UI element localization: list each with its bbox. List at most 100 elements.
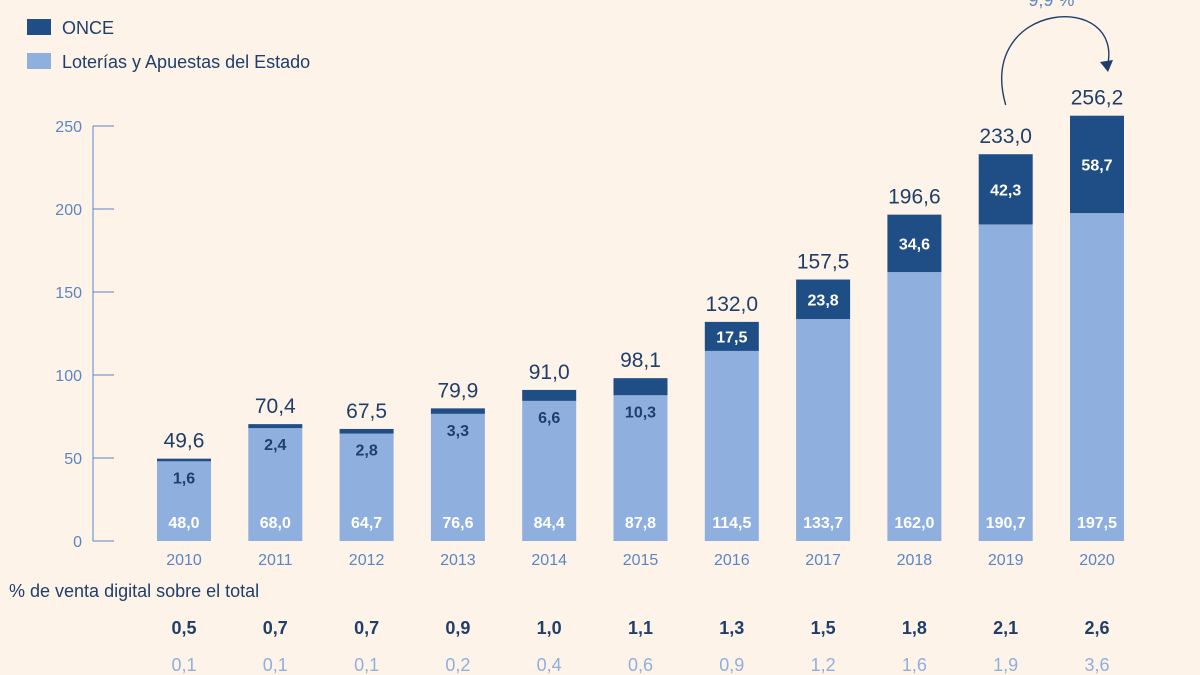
data-label-loterias: 87,8 bbox=[625, 515, 656, 532]
x-tick-label: 2020 bbox=[1079, 552, 1115, 569]
bar-loterias bbox=[430, 413, 485, 541]
data-label-once: 17,5 bbox=[716, 329, 747, 346]
bar-once bbox=[978, 154, 1033, 225]
digital-value-loterias: 0,6 bbox=[628, 655, 653, 675]
y-tick-label: 50 bbox=[64, 451, 82, 468]
x-axis-labels: 2010 2011 2012 2013 2014 2015 2016 2017 2018 2019… bbox=[166, 552, 1115, 569]
legend-label-once: ONCE bbox=[62, 18, 114, 38]
digital-value-once: 1,5 bbox=[811, 618, 836, 638]
data-label-loterias: 190,7 bbox=[986, 515, 1026, 532]
digital-value-once: 1,1 bbox=[628, 618, 653, 638]
y-tick-label: 0 bbox=[73, 534, 82, 551]
x-tick-label: 2016 bbox=[714, 552, 750, 569]
data-label-once: 58,7 bbox=[1081, 157, 1112, 174]
data-label-loterias: 64,7 bbox=[351, 515, 382, 532]
digital-value-loterias: 1,9 bbox=[993, 655, 1018, 675]
bars: 48,0 1,6 49,6 68,0 2,4 70,4 64,7 2,8 67,5 76,6 3,3… bbox=[157, 87, 1124, 542]
bar-loterias bbox=[522, 400, 577, 541]
bar-once bbox=[704, 321, 759, 351]
data-label-once: 2,4 bbox=[264, 437, 286, 454]
y-tick-label: 200 bbox=[55, 202, 82, 219]
growth-arrow-curve bbox=[1001, 16, 1110, 106]
x-tick-label: 2013 bbox=[440, 552, 476, 569]
data-label-once: 3,3 bbox=[447, 423, 469, 440]
total-label: 91,0 bbox=[529, 361, 570, 384]
total-label: 196,6 bbox=[888, 186, 941, 209]
y-tick-label: 250 bbox=[55, 119, 82, 136]
x-tick-label: 2012 bbox=[349, 552, 385, 569]
data-label-loterias: 162,0 bbox=[894, 515, 934, 532]
bar-once bbox=[339, 428, 394, 434]
x-tick-label: 2018 bbox=[897, 552, 933, 569]
digital-value-once: 1,8 bbox=[902, 618, 927, 638]
data-label-once: 1,6 bbox=[173, 470, 195, 487]
x-tick-label: 2015 bbox=[623, 552, 659, 569]
y-tick-label: 100 bbox=[55, 368, 82, 385]
bar-once bbox=[522, 389, 577, 401]
legend: ONCE Loterías y Apuestas del Estado bbox=[27, 18, 310, 72]
digital-value-loterias: 0,4 bbox=[537, 655, 562, 675]
digital-value-once: 2,1 bbox=[993, 618, 1018, 638]
x-tick-label: 2010 bbox=[166, 552, 202, 569]
digital-value-once: 0,5 bbox=[171, 618, 196, 638]
data-label-loterias: 76,6 bbox=[442, 515, 473, 532]
digital-value-once: 1,3 bbox=[719, 618, 744, 638]
digital-value-loterias: 3,6 bbox=[1084, 655, 1109, 675]
total-label: 70,4 bbox=[255, 395, 296, 418]
growth-arrow-head bbox=[1100, 60, 1113, 72]
bar-loterias bbox=[704, 350, 759, 541]
x-tick-label: 2017 bbox=[805, 552, 841, 569]
bar-once bbox=[613, 378, 668, 396]
total-label: 67,5 bbox=[346, 400, 387, 423]
x-tick-label: 2011 bbox=[258, 552, 293, 569]
bar-loterias bbox=[157, 461, 211, 541]
bar-loterias bbox=[978, 224, 1033, 542]
total-label: 132,0 bbox=[706, 293, 759, 316]
legend-swatch-once bbox=[27, 19, 51, 35]
data-label-loterias: 68,0 bbox=[260, 515, 291, 532]
bar-loterias bbox=[1070, 213, 1124, 541]
digital-value-loterias: 0,2 bbox=[445, 655, 470, 675]
digital-value-loterias: 0,1 bbox=[263, 655, 288, 675]
digital-table-title: % de venta digital sobre el total bbox=[9, 581, 259, 601]
total-label: 157,5 bbox=[797, 251, 850, 274]
legend-swatch-loterias bbox=[27, 53, 51, 69]
bar-loterias bbox=[796, 319, 851, 541]
data-label-loterias: 114,5 bbox=[712, 515, 751, 532]
digital-value-once: 0,7 bbox=[263, 618, 288, 638]
digital-value-loterias: 1,2 bbox=[811, 655, 836, 675]
bar-once bbox=[430, 408, 485, 414]
y-axis: 0 50 100 150 200 250 bbox=[55, 119, 114, 551]
digital-value-once: 1,0 bbox=[537, 618, 562, 638]
bar-once bbox=[1070, 115, 1124, 214]
total-label: 49,6 bbox=[164, 430, 205, 453]
digital-value-loterias: 1,6 bbox=[902, 655, 927, 675]
digital-sales-table: % de venta digital sobre el total 0,5 0,7 0… bbox=[9, 581, 1110, 675]
digital-value-loterias: 0,1 bbox=[171, 655, 196, 675]
total-label: 256,2 bbox=[1071, 87, 1124, 110]
x-tick-label: 2014 bbox=[531, 552, 567, 569]
digital-value-once: 0,9 bbox=[445, 618, 470, 638]
digital-value-once: 2,6 bbox=[1084, 618, 1109, 638]
y-tick-label: 150 bbox=[55, 285, 82, 302]
growth-annotation-label: 9,9 % bbox=[1028, 0, 1074, 10]
data-label-once: 23,8 bbox=[808, 292, 839, 309]
data-label-once: 34,6 bbox=[899, 236, 930, 253]
data-label-once: 6,6 bbox=[538, 410, 560, 427]
data-label-loterias: 197,5 bbox=[1077, 515, 1117, 532]
total-label: 98,1 bbox=[620, 349, 661, 372]
digital-value-loterias: 0,9 bbox=[719, 655, 744, 675]
bar-once bbox=[796, 279, 851, 320]
legend-label-loterias: Loterías y Apuestas del Estado bbox=[62, 52, 310, 72]
bar-loterias bbox=[339, 433, 394, 541]
bar-loterias bbox=[613, 395, 668, 541]
data-label-loterias: 84,4 bbox=[534, 515, 565, 532]
total-label: 233,0 bbox=[979, 125, 1032, 148]
bar-loterias bbox=[887, 272, 942, 541]
data-label-loterias: 48,0 bbox=[168, 515, 199, 532]
digital-value-loterias: 0,1 bbox=[354, 655, 379, 675]
bar-loterias bbox=[248, 428, 303, 541]
growth-annotation: 9,9 % bbox=[1001, 0, 1113, 106]
